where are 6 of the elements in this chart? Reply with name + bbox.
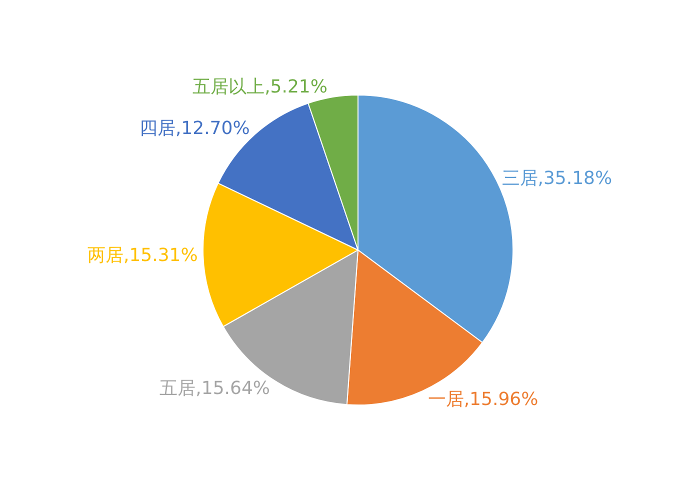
slice-label: 五居以上,5.21% xyxy=(192,76,328,98)
slice-label: 五居,15.64% xyxy=(160,378,270,400)
slice-label: 一居,15.96% xyxy=(428,389,538,410)
slice-label: 三居,35.18% xyxy=(502,168,612,189)
slice-label: 四居,12.70% xyxy=(139,118,250,139)
slice-label: 两居,15.31% xyxy=(87,245,198,266)
